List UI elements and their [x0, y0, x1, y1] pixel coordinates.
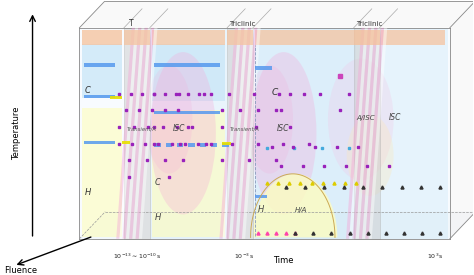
Text: $10^{-3}\,$s: $10^{-3}\,$s — [235, 252, 255, 261]
Bar — [227, 28, 253, 239]
Bar — [222, 143, 228, 147]
Bar — [255, 28, 447, 239]
Bar — [84, 95, 115, 98]
Polygon shape — [116, 28, 135, 239]
Polygon shape — [356, 28, 374, 239]
Text: ISC: ISC — [173, 123, 186, 133]
Bar — [110, 96, 122, 100]
Bar — [177, 143, 183, 147]
Text: $10^{-13}{\sim}10^{-10}\,$s: $10^{-13}{\sim}10^{-10}\,$s — [113, 252, 161, 261]
Polygon shape — [219, 28, 238, 239]
Bar — [255, 30, 445, 45]
Bar — [253, 28, 356, 239]
Polygon shape — [353, 28, 371, 239]
Ellipse shape — [246, 65, 293, 174]
Polygon shape — [80, 1, 474, 28]
Polygon shape — [129, 28, 148, 239]
Polygon shape — [369, 28, 387, 239]
Polygon shape — [239, 28, 257, 239]
Bar — [152, 30, 225, 45]
Text: H: H — [155, 213, 161, 222]
Polygon shape — [80, 212, 474, 239]
Polygon shape — [229, 28, 248, 239]
Bar — [150, 28, 241, 239]
Text: T: T — [128, 20, 133, 28]
Bar — [189, 143, 194, 147]
Text: H: H — [257, 205, 264, 214]
Text: Triclinic: Triclinic — [356, 21, 383, 28]
Polygon shape — [236, 28, 254, 239]
Bar — [255, 195, 267, 198]
Polygon shape — [450, 1, 474, 239]
Bar — [155, 111, 220, 114]
Text: Temperature: Temperature — [12, 106, 21, 160]
Bar — [354, 28, 380, 239]
Bar — [124, 30, 150, 45]
Bar — [82, 30, 122, 45]
Bar — [84, 64, 115, 67]
Bar — [166, 143, 172, 147]
Bar — [211, 143, 217, 147]
Polygon shape — [139, 28, 157, 239]
Ellipse shape — [251, 52, 317, 214]
Text: C: C — [155, 178, 160, 187]
Bar — [255, 66, 272, 70]
Bar — [155, 64, 220, 67]
Polygon shape — [346, 28, 365, 239]
Text: Time: Time — [273, 256, 294, 265]
Ellipse shape — [150, 52, 216, 214]
Polygon shape — [242, 28, 261, 239]
Bar — [84, 141, 115, 144]
Bar — [200, 143, 206, 147]
Text: $10^{3}\,$s: $10^{3}\,$s — [428, 252, 444, 261]
Polygon shape — [223, 28, 241, 239]
Polygon shape — [365, 28, 384, 239]
Bar — [122, 141, 130, 144]
Bar — [222, 142, 231, 145]
Bar — [82, 44, 122, 98]
Polygon shape — [136, 28, 154, 239]
Polygon shape — [126, 28, 145, 239]
Polygon shape — [359, 28, 378, 239]
Ellipse shape — [146, 65, 192, 174]
Text: Transient/A: Transient/A — [229, 126, 259, 131]
Text: H/A: H/A — [295, 207, 308, 213]
Text: C: C — [272, 88, 278, 97]
Bar — [82, 108, 122, 237]
Text: H: H — [85, 188, 91, 197]
Polygon shape — [253, 174, 445, 237]
Polygon shape — [226, 28, 245, 239]
Bar — [80, 28, 450, 239]
Text: C: C — [85, 86, 91, 95]
Bar — [354, 30, 380, 45]
Ellipse shape — [328, 59, 393, 180]
Bar — [124, 28, 150, 239]
Text: ISC: ISC — [389, 113, 401, 122]
Bar — [152, 110, 225, 237]
Polygon shape — [232, 28, 251, 239]
Text: ISC: ISC — [276, 123, 289, 133]
Bar — [155, 143, 161, 147]
Text: Transient/A: Transient/A — [126, 126, 156, 131]
Polygon shape — [119, 28, 138, 239]
Bar — [152, 44, 225, 101]
Polygon shape — [362, 28, 381, 239]
Ellipse shape — [346, 115, 393, 196]
Polygon shape — [123, 28, 141, 239]
Bar — [227, 30, 253, 45]
Text: Fluence: Fluence — [4, 266, 37, 275]
Polygon shape — [132, 28, 151, 239]
Text: Triclinic: Triclinic — [229, 21, 256, 28]
Text: A/ISC: A/ISC — [356, 115, 375, 121]
Polygon shape — [349, 28, 368, 239]
